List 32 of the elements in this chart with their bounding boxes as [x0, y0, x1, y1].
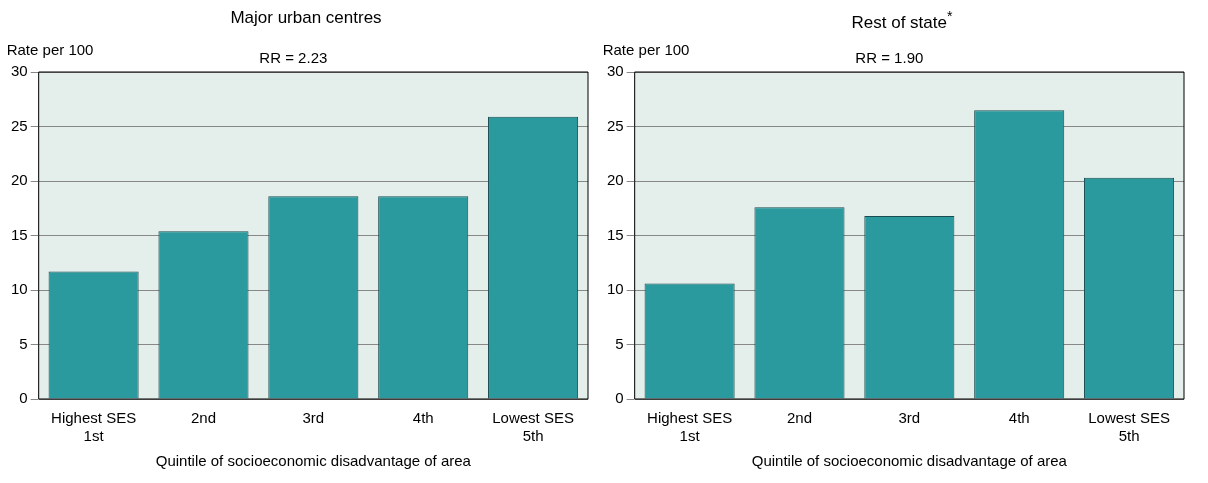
x-tick-label: 4th [412, 409, 434, 427]
y-tick-label: 5 [615, 334, 624, 352]
text: RR = 2.23 [259, 48, 328, 66]
x-axis-title: Quintile of socioeconomic disadvantage of area [155, 452, 472, 470]
y-tick-label: 0 [615, 389, 624, 407]
x-axis-title: Quintile of socioeconomic disadvantage of area [751, 452, 1068, 470]
chart-title: Major urban centres [229, 8, 383, 29]
x-tick-label: Highest SES 1st [647, 409, 733, 445]
x-tick-label: 3rd [302, 409, 325, 427]
x-tick-label: 2nd [786, 409, 812, 427]
y-tick-label: 25 [11, 116, 28, 134]
y-tick-label: 30 [11, 62, 28, 80]
y-tick-label: 15 [607, 225, 624, 243]
text: RR = 1.90 [855, 48, 924, 66]
y-tick-label: 10 [11, 280, 28, 298]
x-tick-label: 3rd [898, 409, 921, 427]
chart-title: Rest of state$^{*}$ [850, 8, 954, 32]
y-tick-label: 25 [607, 116, 624, 134]
y-tick-label: 20 [11, 171, 28, 189]
x-tick-label: Lowest SES 5th [492, 409, 574, 445]
y-tick-label: 30 [607, 62, 624, 80]
y-tick-label: 10 [607, 280, 624, 298]
y-tick-label: 5 [19, 334, 28, 352]
y-axis-title: Rate per 100 [6, 40, 94, 58]
x-tick-label: 4th [1008, 409, 1030, 427]
x-tick-label: Highest SES 1st [51, 409, 137, 445]
x-tick-label: 2nd [190, 409, 216, 427]
y-axis-title: Rate per 100 [602, 40, 690, 58]
y-tick-label: 0 [19, 389, 28, 407]
y-tick-label: 15 [11, 225, 28, 243]
y-tick-label: 20 [607, 171, 624, 189]
x-tick-label: Lowest SES 5th [1088, 409, 1170, 445]
